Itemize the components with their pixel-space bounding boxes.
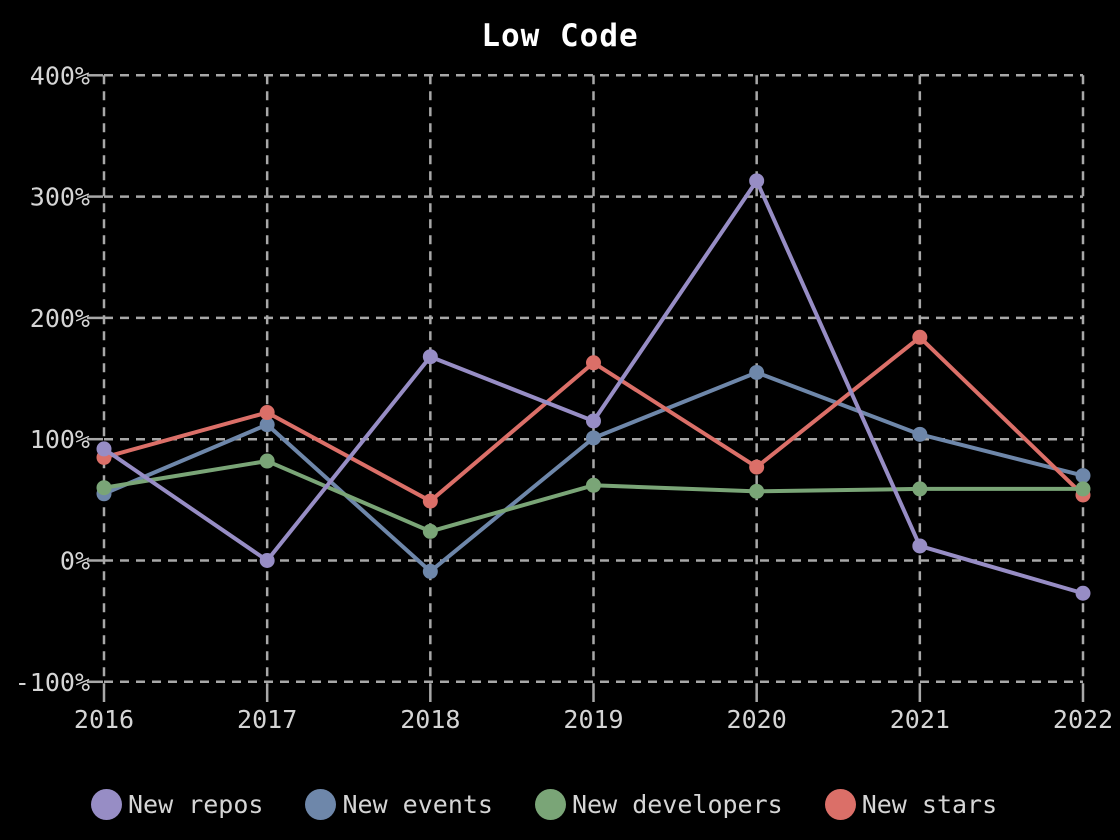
y-axis-label: 300% [30, 183, 90, 212]
data-point-new-repos [1075, 585, 1091, 601]
chart-legend: New repos New events New developers New sta… [91, 789, 997, 820]
data-point-new-developers [912, 481, 928, 497]
data-point-new-developers [1075, 481, 1091, 497]
y-axis-label: 100% [30, 425, 90, 454]
data-point-new-events [1075, 468, 1091, 484]
data-point-new-developers [422, 523, 438, 539]
y-axis-label: -100% [15, 668, 90, 697]
data-point-new-stars [586, 355, 601, 371]
data-point-new-repos [422, 349, 438, 365]
x-axis-label: 2022 [1053, 705, 1113, 734]
data-point-new-repos [259, 553, 275, 568]
data-point-new-repos [586, 413, 601, 429]
data-point-new-events [422, 563, 438, 579]
data-point-new-repos [749, 173, 765, 189]
legend-dot-icon [91, 789, 122, 820]
data-point-new-developers [749, 483, 765, 499]
data-point-new-events [259, 417, 275, 433]
data-point-new-stars [749, 459, 765, 475]
data-point-new-stars [259, 405, 275, 421]
x-axis-label: 2020 [727, 705, 787, 734]
y-axis-label: 200% [30, 304, 90, 333]
legend-dot-icon [534, 789, 566, 820]
data-point-new-developers [586, 477, 601, 493]
x-axis-label: 2016 [74, 705, 134, 734]
data-point-new-events [912, 426, 928, 442]
x-axis-label: 2018 [400, 705, 460, 734]
legend-item-new-events[interactable]: New events [305, 789, 493, 820]
data-point-new-repos [96, 441, 112, 457]
data-point-new-stars [912, 329, 928, 345]
x-axis-label: 2021 [890, 705, 950, 734]
legend-label: New repos [128, 790, 264, 819]
data-point-new-developers [259, 453, 275, 469]
legend-label: New stars [861, 790, 998, 819]
data-point-new-stars [422, 493, 438, 509]
legend-label: New developers [571, 790, 783, 819]
y-axis-label: 0% [60, 547, 90, 576]
legend-item-new-repos[interactable]: New repos [91, 789, 263, 820]
x-axis-label: 2017 [237, 705, 297, 734]
data-point-new-events [749, 364, 765, 380]
legend-dot-icon [824, 789, 856, 820]
legend-item-new-developers[interactable]: New developers [534, 789, 783, 820]
data-point-new-developers [96, 480, 112, 496]
y-axis-label: 400% [30, 61, 90, 90]
chart-title: Low Code [481, 18, 639, 54]
data-point-new-events [586, 430, 601, 446]
x-axis-label: 2019 [563, 705, 623, 734]
legend-label: New events [342, 790, 493, 819]
legend-dot-icon [305, 789, 337, 820]
data-point-new-repos [912, 538, 928, 554]
legend-item-new-stars[interactable]: New stars [824, 789, 998, 820]
